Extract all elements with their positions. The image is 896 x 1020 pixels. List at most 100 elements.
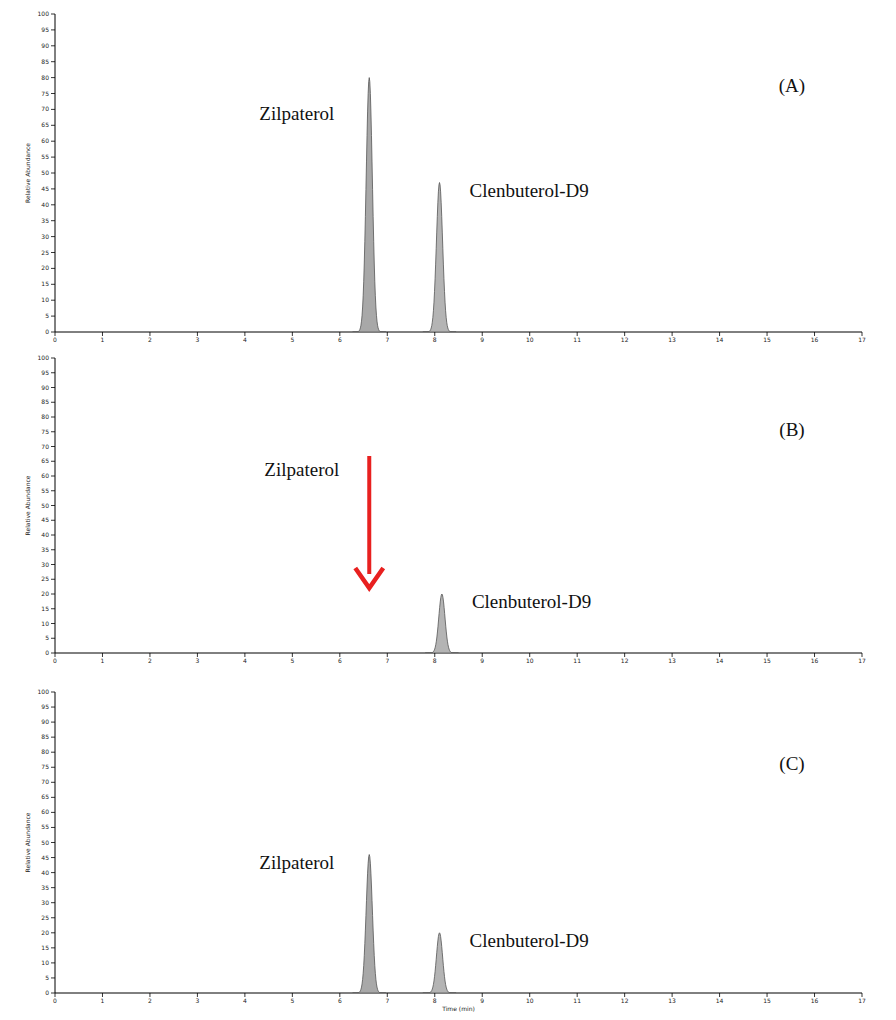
y-tick-label: 35 bbox=[41, 546, 49, 553]
y-tick bbox=[51, 173, 55, 174]
y-tick bbox=[51, 236, 55, 237]
panel-label: (C) bbox=[779, 753, 804, 775]
y-tick-label: 85 bbox=[41, 733, 49, 740]
x-tick-label: 17 bbox=[858, 997, 866, 1004]
y-tick-label: 80 bbox=[41, 748, 49, 755]
y-tick-label: 40 bbox=[41, 531, 49, 538]
peak bbox=[353, 855, 386, 993]
y-tick-label: 0 bbox=[45, 328, 49, 335]
y-tick-label: 45 bbox=[41, 185, 49, 192]
y-tick-label: 90 bbox=[41, 384, 49, 391]
x-tick-label: 4 bbox=[243, 997, 247, 1004]
x-tick-label: 17 bbox=[858, 657, 866, 664]
x-tick-label: 14 bbox=[716, 997, 724, 1004]
panel: 0510152025303540455055606570758085909510… bbox=[24, 688, 866, 1012]
x-tick-label: 10 bbox=[526, 997, 534, 1004]
y-tick-label: 90 bbox=[41, 42, 49, 49]
y-tick bbox=[51, 887, 55, 888]
y-tick bbox=[51, 707, 55, 708]
y-tick-label: 70 bbox=[41, 105, 49, 112]
y-tick bbox=[51, 932, 55, 933]
y-tick bbox=[51, 549, 55, 550]
y-tick-label: 25 bbox=[41, 914, 49, 921]
y-tick bbox=[51, 638, 55, 639]
y-axis-label: Relative Abundance bbox=[24, 475, 31, 535]
y-tick-label: 10 bbox=[41, 620, 49, 627]
x-tick-label: 13 bbox=[668, 657, 676, 664]
y-tick bbox=[51, 188, 55, 189]
y-tick bbox=[51, 446, 55, 447]
y-tick-label: 50 bbox=[41, 502, 49, 509]
x-tick-label: 5 bbox=[290, 997, 294, 1004]
x-tick-label: 9 bbox=[480, 336, 484, 343]
y-tick bbox=[51, 520, 55, 521]
peak bbox=[423, 183, 456, 332]
y-tick-label: 75 bbox=[41, 428, 49, 435]
x-tick-label: 8 bbox=[433, 997, 437, 1004]
x-tick-label: 17 bbox=[858, 336, 866, 343]
y-tick bbox=[51, 564, 55, 565]
y-tick bbox=[51, 300, 55, 301]
y-tick bbox=[51, 284, 55, 285]
y-tick bbox=[51, 752, 55, 753]
y-tick-label: 60 bbox=[41, 472, 49, 479]
y-tick-label: 100 bbox=[38, 354, 50, 361]
y-tick bbox=[51, 372, 55, 373]
x-tick-label: 1 bbox=[101, 657, 105, 664]
y-tick bbox=[51, 252, 55, 253]
y-tick-label: 35 bbox=[41, 884, 49, 891]
y-tick bbox=[51, 157, 55, 158]
y-tick bbox=[51, 61, 55, 62]
y-tick-label: 15 bbox=[41, 280, 49, 287]
peak bbox=[353, 78, 386, 332]
y-tick-label: 45 bbox=[41, 854, 49, 861]
x-tick-label: 10 bbox=[526, 336, 534, 343]
x-tick-label: 3 bbox=[195, 657, 199, 664]
peaks bbox=[425, 594, 458, 653]
y-tick bbox=[51, 461, 55, 462]
y-tick bbox=[51, 125, 55, 126]
y-tick bbox=[51, 857, 55, 858]
y-tick-label: 5 bbox=[45, 634, 49, 641]
y-tick bbox=[51, 402, 55, 403]
y-tick-label: 25 bbox=[41, 575, 49, 582]
x-tick-label: 16 bbox=[811, 657, 819, 664]
x-tick-label: 3 bbox=[195, 997, 199, 1004]
x-tick-label: 7 bbox=[385, 336, 389, 343]
y-tick-label: 30 bbox=[41, 233, 49, 240]
y-tick-label: 50 bbox=[41, 839, 49, 846]
y-tick bbox=[51, 93, 55, 94]
x-tick-label: 6 bbox=[338, 336, 342, 343]
y-tick bbox=[51, 962, 55, 963]
peaks bbox=[353, 855, 456, 993]
y-tick-label: 95 bbox=[41, 26, 49, 33]
y-tick-label: 90 bbox=[41, 718, 49, 725]
y-tick-label: 20 bbox=[41, 264, 49, 271]
y-tick bbox=[51, 692, 55, 693]
x-axis-label: Time (min) bbox=[441, 1005, 475, 1012]
x-tick-label: 14 bbox=[716, 657, 724, 664]
y-tick bbox=[51, 623, 55, 624]
x-tick-label: 15 bbox=[763, 997, 771, 1004]
y-tick-label: 10 bbox=[41, 959, 49, 966]
y-tick bbox=[51, 842, 55, 843]
y-tick bbox=[51, 29, 55, 30]
x-tick-label: 0 bbox=[53, 997, 57, 1004]
y-tick bbox=[51, 535, 55, 536]
panel-label: (B) bbox=[779, 419, 804, 441]
peak-label: Clenbuterol-D9 bbox=[470, 930, 589, 951]
y-tick-label: 15 bbox=[41, 605, 49, 612]
x-tick-label: 11 bbox=[573, 336, 581, 343]
y-tick-label: 75 bbox=[41, 763, 49, 770]
y-tick bbox=[51, 767, 55, 768]
y-tick-label: 65 bbox=[41, 793, 49, 800]
y-tick bbox=[51, 579, 55, 580]
peaks bbox=[353, 78, 456, 332]
y-tick bbox=[51, 722, 55, 723]
y-tick bbox=[51, 653, 55, 654]
x-tick-label: 3 bbox=[195, 336, 199, 343]
peak bbox=[425, 594, 458, 653]
x-tick-label: 14 bbox=[716, 336, 724, 343]
x-tick-label: 2 bbox=[148, 657, 152, 664]
y-tick bbox=[51, 14, 55, 15]
